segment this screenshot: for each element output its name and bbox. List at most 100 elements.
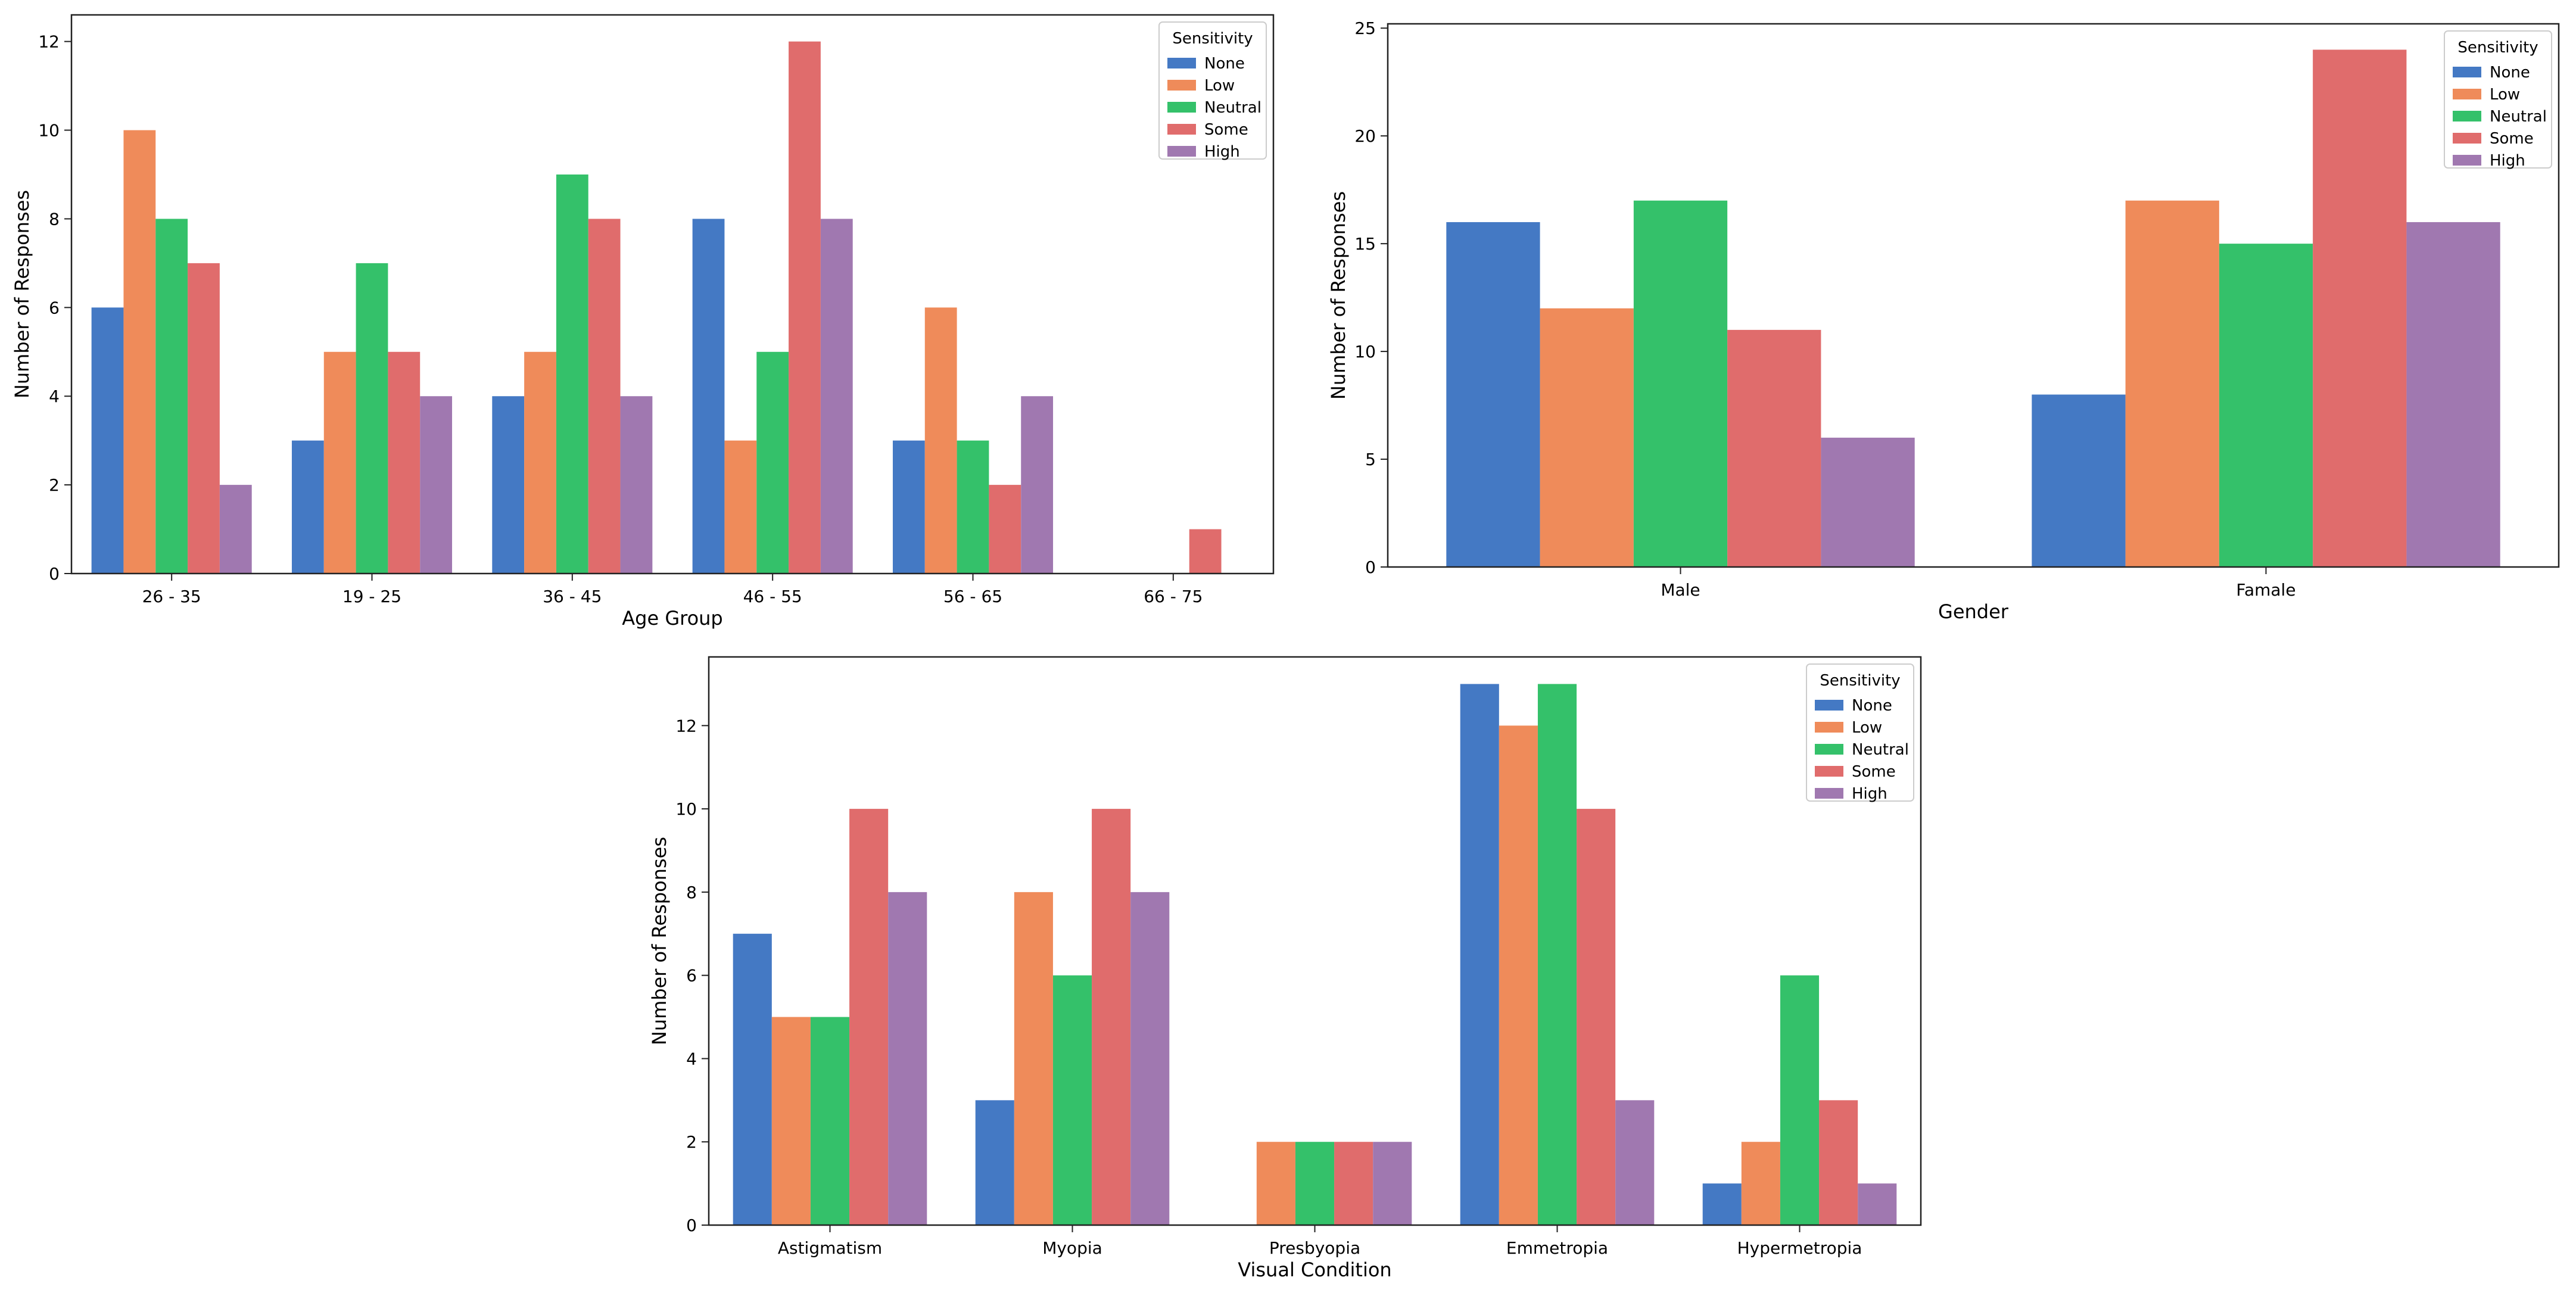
bar (1092, 809, 1131, 1225)
legend-swatch (2453, 155, 2481, 166)
bar (1540, 308, 1634, 567)
legend-title: Sensitivity (1820, 672, 1900, 690)
bar (2032, 394, 2126, 567)
legend-label: Neutral (1852, 741, 1909, 759)
legend-label: None (1204, 55, 1245, 73)
x-axis-label: Visual Condition (1238, 1258, 1391, 1281)
legend-label: Neutral (1204, 99, 1261, 117)
legend: Sensitivity None Low Neutral Some High (1158, 21, 1267, 161)
plot-frame (1387, 23, 2560, 568)
y-tick-label: 10 (38, 121, 60, 141)
legend-label: Some (1852, 763, 1896, 781)
bar (524, 351, 556, 574)
y-tick-label: 10 (675, 799, 697, 819)
x-tick-label: 36 - 45 (543, 587, 602, 606)
bar (1741, 1142, 1780, 1225)
legend-swatch (2453, 111, 2481, 121)
bar (1633, 200, 1728, 567)
x-axis-label: Age Group (622, 607, 722, 630)
y-tick-label: 0 (1365, 557, 1376, 577)
bar (989, 485, 1021, 574)
bar (1295, 1142, 1335, 1225)
bar (888, 892, 927, 1225)
bar (2219, 244, 2313, 567)
bar (1577, 809, 1616, 1225)
legend-label: Some (1204, 121, 1248, 139)
legend-label: Low (2490, 86, 2520, 104)
bar (188, 263, 220, 574)
legend-swatch (1167, 58, 1196, 68)
y-tick-label: 8 (686, 883, 697, 902)
bar (924, 307, 957, 574)
y-tick-label: 20 (1354, 126, 1376, 146)
bar (1189, 529, 1222, 574)
y-tick-label: 6 (686, 966, 697, 986)
legend-label: Some (2490, 130, 2534, 148)
legend-label: High (2490, 152, 2525, 170)
bar (123, 130, 156, 574)
x-tick-label: 56 - 65 (943, 587, 1002, 606)
bar (1021, 396, 1054, 574)
bar (420, 396, 453, 574)
bar (1256, 1142, 1295, 1225)
x-tick-label: Myopia (1042, 1238, 1102, 1258)
condition-chart: 0 2 4 6 8 10 12 Astigmatism Myopia Presbyopia Emme… (648, 656, 1922, 1281)
bar (1446, 222, 1540, 567)
bar (1014, 892, 1053, 1225)
bar (724, 440, 757, 574)
bar (975, 1100, 1014, 1225)
legend-label: High (1204, 143, 1240, 161)
legend-swatch (1815, 766, 1843, 777)
bar (2313, 49, 2407, 568)
x-tick-label: Astigmatism (778, 1238, 882, 1258)
age-chart: 0 2 4 6 8 10 12 26 - 35 19 - 25 36 - 45 46 - 55 56 … (11, 14, 1275, 630)
bar (2125, 200, 2219, 567)
bar (1702, 1183, 1742, 1225)
bar (1130, 892, 1170, 1225)
bar (692, 219, 725, 574)
y-tick-label: 10 (1354, 342, 1376, 362)
bar (388, 351, 420, 574)
legend-label: Low (1204, 77, 1235, 95)
bar (789, 41, 821, 574)
bar (1460, 684, 1499, 1225)
y-tick-label: 4 (49, 387, 60, 406)
bar (356, 263, 388, 574)
y-tick-label: 6 (49, 298, 60, 317)
legend-swatch (1167, 146, 1196, 157)
x-tick-label: Famale (2236, 580, 2295, 600)
x-tick-label: Presbyopia (1269, 1238, 1360, 1258)
bar (756, 351, 789, 574)
bar (771, 1017, 811, 1225)
x-axis-label: Gender (1938, 600, 2009, 623)
bar (1858, 1183, 1897, 1225)
y-axis-label: Number of Responses (648, 837, 671, 1045)
y-tick-label: 4 (686, 1049, 697, 1068)
legend-label: None (2490, 64, 2530, 82)
bar (849, 809, 889, 1225)
legend-swatch (1167, 102, 1196, 113)
bar (1373, 1142, 1412, 1225)
bar (1334, 1142, 1373, 1225)
bar (810, 1017, 850, 1225)
y-tick-label: 2 (49, 475, 60, 495)
y-tick-label: 12 (675, 716, 697, 736)
bar (556, 175, 588, 574)
bar (91, 307, 124, 574)
legend-swatch (1815, 722, 1843, 733)
y-tick-label: 2 (686, 1132, 697, 1152)
bar (620, 396, 653, 574)
bar (892, 440, 925, 574)
legend-swatch (1815, 700, 1843, 711)
x-tick-label: 26 - 35 (142, 587, 201, 606)
bar (820, 219, 853, 574)
legend-swatch (1167, 124, 1196, 135)
legend-swatch (2453, 67, 2481, 77)
legend-label: Neutral (2490, 108, 2547, 126)
bar (2406, 222, 2500, 567)
x-tick-label: 46 - 55 (743, 587, 802, 606)
bar (1727, 329, 1821, 567)
y-tick-label: 8 (49, 209, 60, 229)
y-tick-label: 15 (1354, 234, 1376, 254)
